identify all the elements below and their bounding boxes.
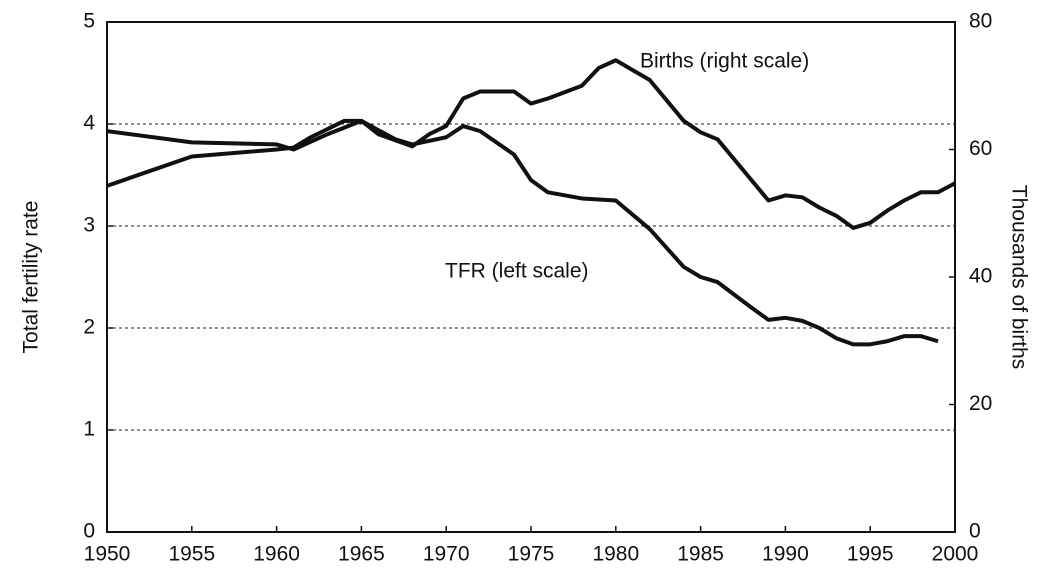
y-axis-label: Total fertility rate xyxy=(20,201,43,354)
x-tick-label: 2000 xyxy=(932,543,979,566)
x-tick-label: 1980 xyxy=(592,543,639,566)
annotation: Births (right scale) xyxy=(640,50,809,73)
x-tick-label: 1995 xyxy=(847,543,894,566)
y2-tick-label: 60 xyxy=(969,137,992,160)
y-tick-label: 0 xyxy=(83,520,95,543)
series-line xyxy=(106,58,956,230)
x-tick-label: 1970 xyxy=(423,543,470,566)
x-tick-label: 1965 xyxy=(338,543,385,566)
y-tick-label: 1 xyxy=(83,418,95,441)
y-tick-label: 3 xyxy=(83,214,95,237)
x-tick-label: 1985 xyxy=(677,543,724,566)
plot-frame xyxy=(106,21,956,533)
y-tick-label: 5 xyxy=(83,10,95,33)
y2-tick-label: 80 xyxy=(969,10,992,33)
y2-axis-label: Thousands of births xyxy=(1007,185,1030,369)
y-tick-label: 4 xyxy=(83,112,95,135)
y-tick-label: 2 xyxy=(83,316,95,339)
x-tick-label: 1950 xyxy=(84,543,131,566)
y2-tick-label: 20 xyxy=(969,392,992,415)
annotation: TFR (left scale) xyxy=(445,260,589,283)
x-tick-label: 1955 xyxy=(168,543,215,566)
x-tick-label: 1990 xyxy=(762,543,809,566)
y2-tick-label: 40 xyxy=(969,265,992,288)
x-tick-label: 1975 xyxy=(508,543,555,566)
y2-tick-label: 0 xyxy=(969,520,981,543)
x-tick-label: 1960 xyxy=(253,543,300,566)
